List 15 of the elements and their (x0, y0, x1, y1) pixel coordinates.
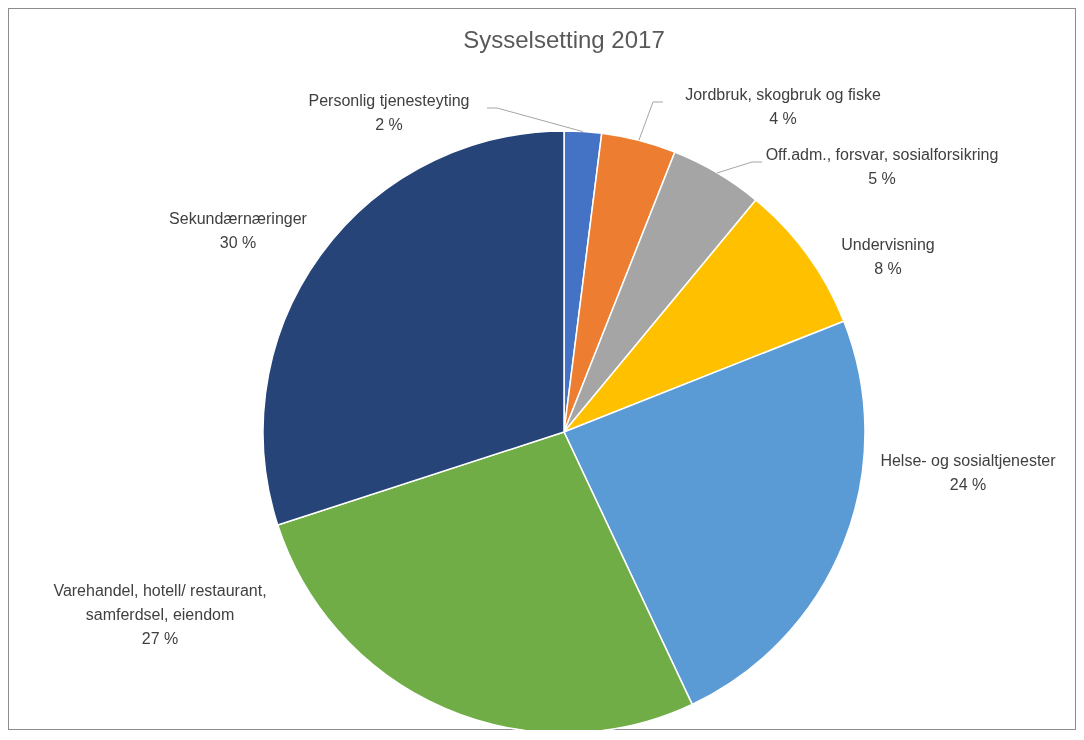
data-label: 8 % (874, 260, 902, 277)
slice-label: Jordbruk, skogbruk og fiske (685, 86, 881, 103)
slice-label: Personlig tjenesteyting (308, 92, 470, 109)
slice-label: Undervisning (841, 236, 935, 253)
slice-label: Off.adm., forsvar, sosialforsikring (765, 146, 999, 163)
data-label: 4 % (769, 110, 797, 127)
slice-label: Sekundærnæringer (169, 210, 308, 227)
slice-label: Varehandel, hotell/ restaurant, samferdsel, eiendom (53, 582, 267, 623)
data-label: 24 % (949, 476, 987, 493)
data-label: 2 % (375, 116, 403, 133)
data-label: 30 % (219, 234, 257, 251)
slice-label: Helse- og sosialtjenester (880, 452, 1057, 469)
chart-title: Sysselsetting 2017 (463, 26, 665, 53)
data-label: 27 % (141, 630, 179, 647)
data-label: 5 % (868, 170, 896, 187)
